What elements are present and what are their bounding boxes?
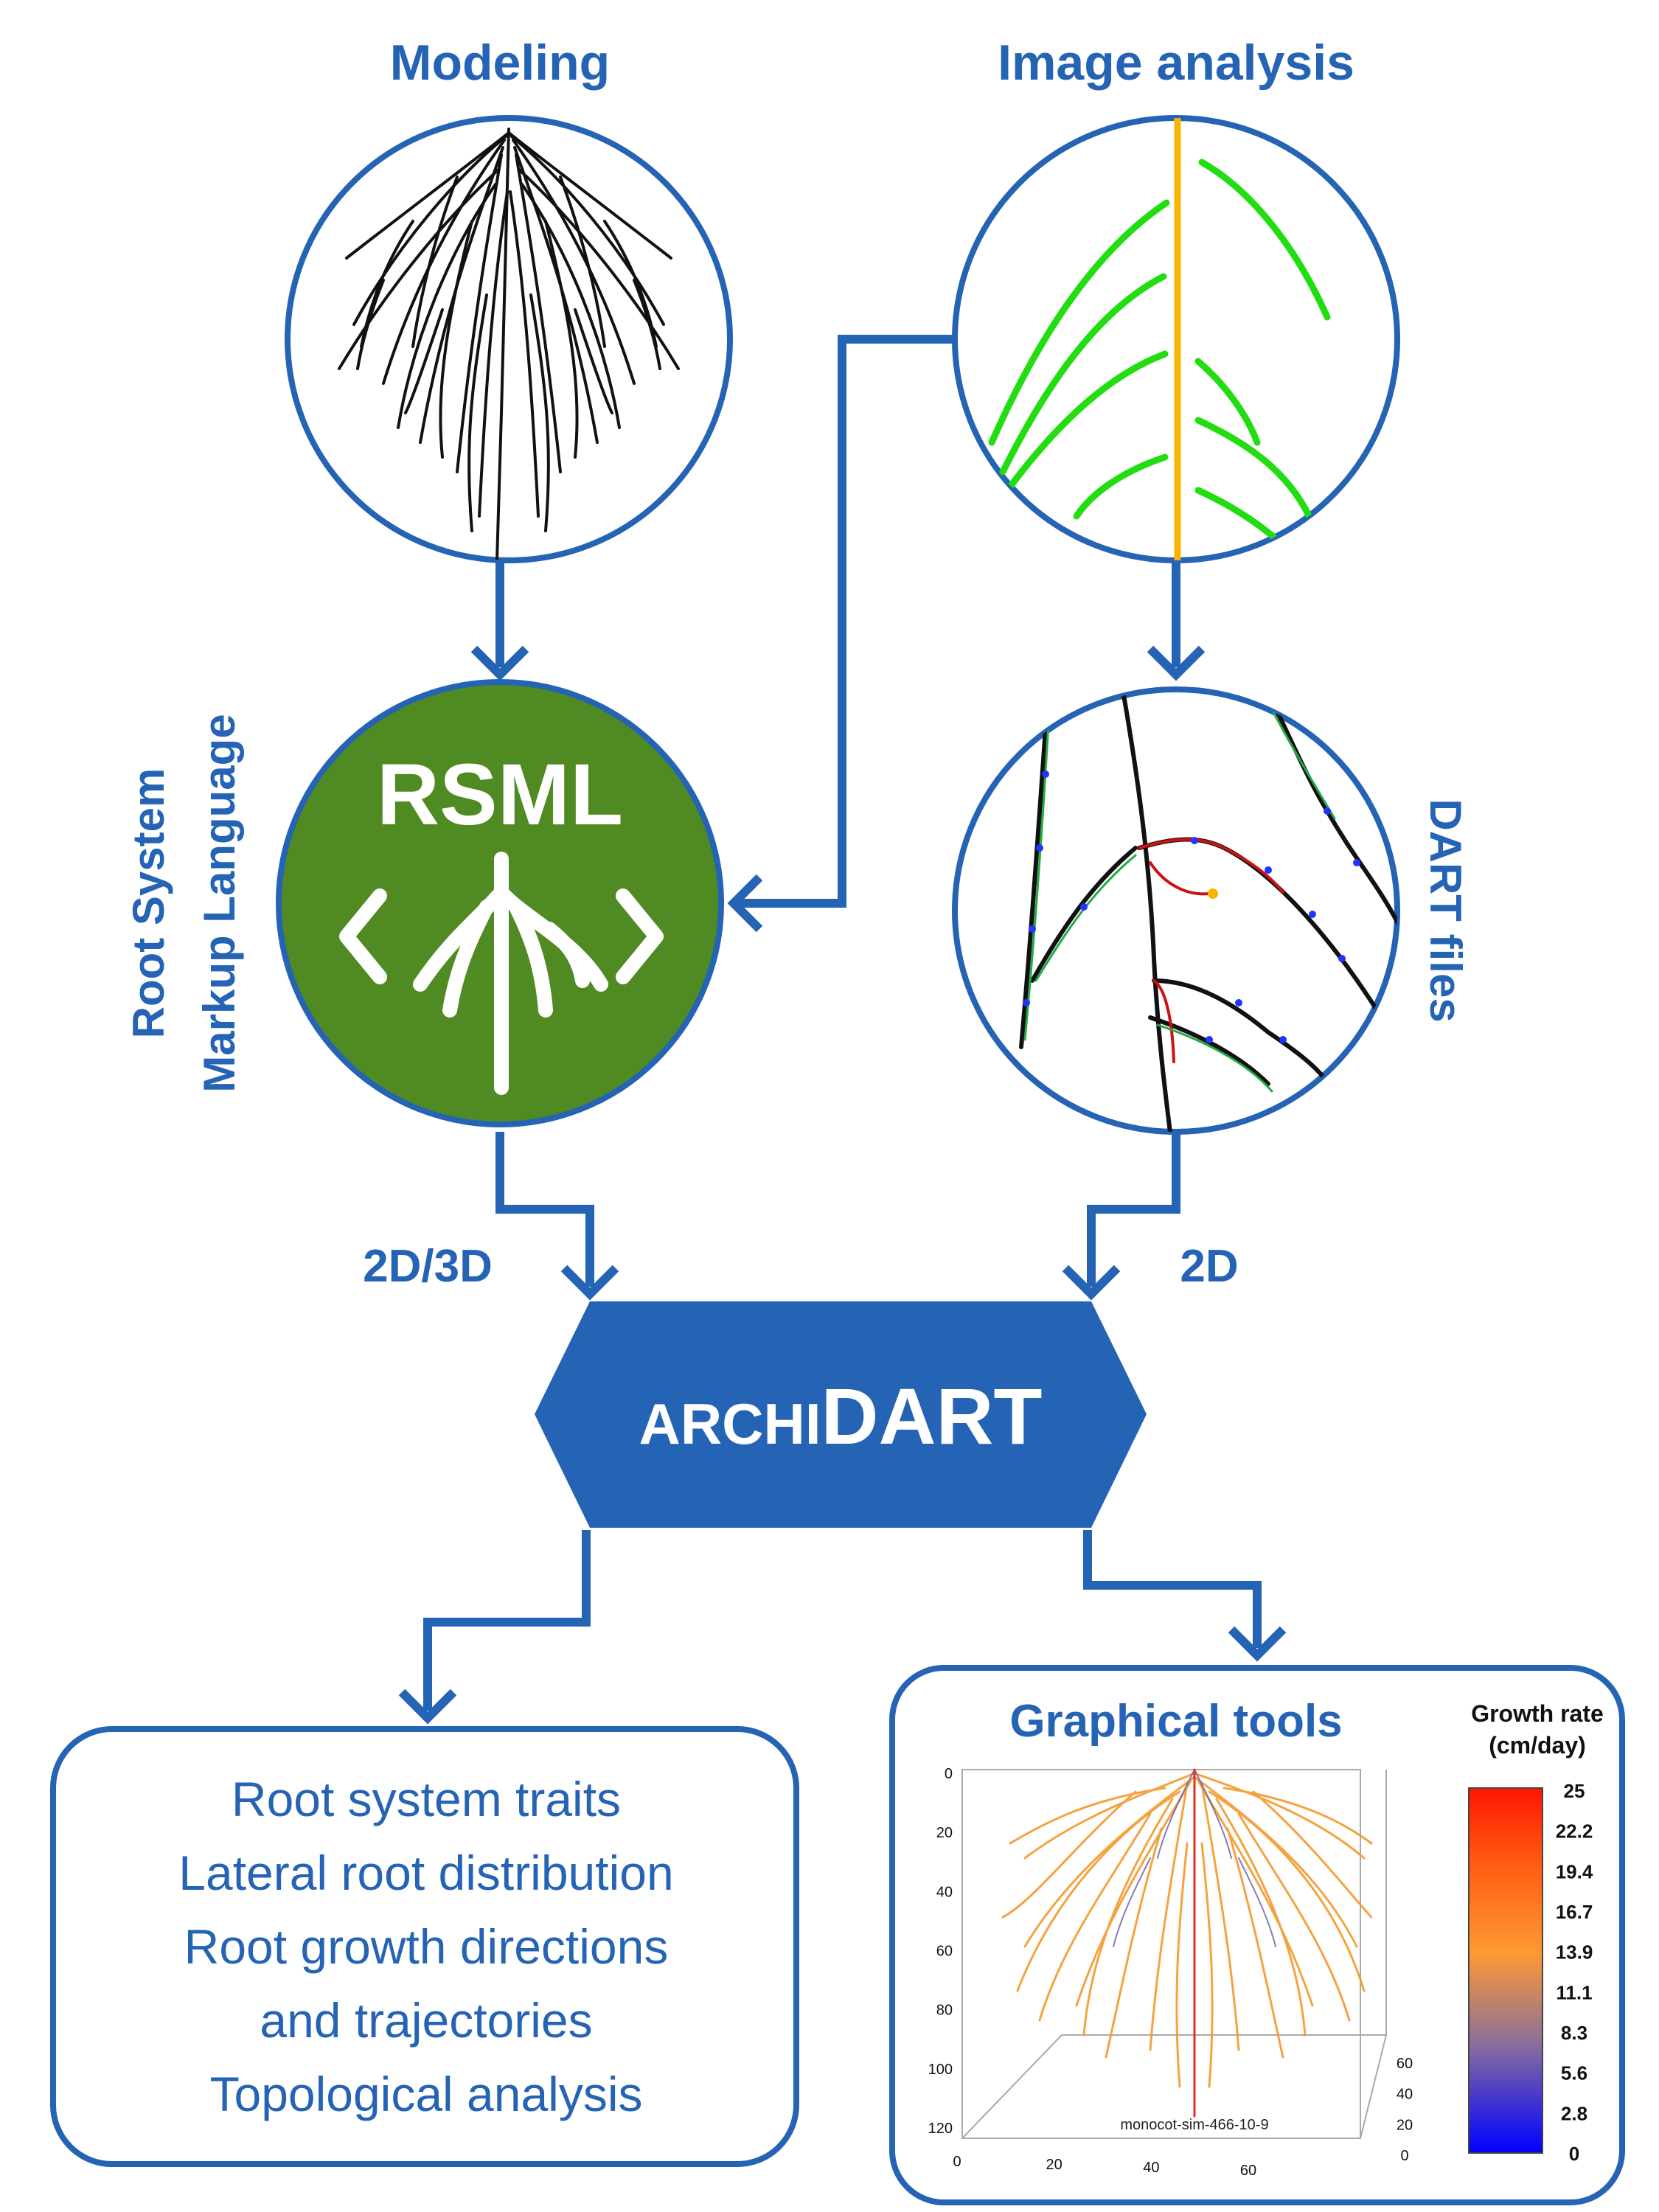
legend-tick-label: 11.1 (1556, 1981, 1592, 2003)
archidart-node: ARCHIDART (535, 1301, 1147, 1528)
x-tick-label: 0 (953, 2154, 961, 2170)
image-analysis-node (952, 115, 1400, 563)
z-tick-label: 40 (936, 1884, 953, 1900)
arrow-rsml-to-archidart (495, 1132, 594, 1287)
y-tick-label: 20 (1397, 2117, 1413, 2133)
image-analysis-title: Image analysis (998, 35, 1354, 91)
analysis-line-4: and trajectories (260, 1993, 592, 2048)
legend-tick-label: 8.3 (1561, 2022, 1587, 2044)
modeling-circle (285, 115, 733, 563)
legend-tick-label: 0 (1569, 2143, 1579, 2165)
modeling-title: Modeling (390, 35, 610, 91)
rsml-logo-text: RSML (377, 746, 623, 844)
graphical-tools-box: Graphical tools Growth rate (cm/day) 252… (889, 1665, 1625, 2205)
x-tick-label: 60 (1240, 2163, 1256, 2179)
analysis-line-5: Topological analysis (209, 2067, 642, 2121)
rsml-side-label-line1: Root System (124, 768, 173, 1039)
flow-label-2d: 2D (1180, 1241, 1238, 1292)
flow-label-2d3d: 2D/3D (363, 1241, 493, 1292)
archidart-label-large: DART (821, 1371, 1043, 1461)
dart-tip-marker (1208, 888, 1218, 899)
root-system-drawing (338, 128, 680, 560)
archidart-label: ARCHIDART (639, 1371, 1043, 1461)
x-axis-ticks: 0 20 40 60 (953, 2154, 1256, 2179)
z-tick-label: 0 (945, 1766, 953, 1782)
analysis-line-2: Lateral root distribution (178, 1846, 673, 1900)
y-tick-label: 0 (1400, 2148, 1408, 2164)
arrow-dart-to-archidart (1087, 1132, 1180, 1287)
analysis-line-1: Root system traits (232, 1772, 621, 1826)
arrowhead-modeling-to-rsml (470, 645, 529, 681)
arrow-archidart-to-graphics (1083, 1530, 1262, 1648)
legend-tick-label: 13.9 (1556, 1941, 1593, 1964)
y-tick-label: 60 (1397, 2056, 1413, 2072)
legend-tick-label: 2.8 (1561, 2102, 1587, 2124)
legend-tick-label: 19.4 (1556, 1860, 1593, 1882)
plot-label: monocot-sim-466-10-9 (1120, 2117, 1268, 2133)
rsml-root-icon (339, 852, 664, 1095)
arrowhead-dart-to-archidart (1062, 1265, 1121, 1301)
rsml-node: RSML (276, 679, 724, 1127)
graphical-tools-frame (889, 1665, 1625, 2205)
legend-tick-label: 5.6 (1561, 2062, 1587, 2084)
legend-tick-label: 25 (1564, 1780, 1585, 1802)
arrow-archidart-to-analysis (423, 1530, 591, 1711)
flow-connectors (398, 335, 1287, 1725)
analysis-box-frame (50, 1726, 799, 2167)
traced-root-image (988, 118, 1331, 560)
analysis-line-3: Root growth directions (184, 1919, 669, 1974)
z-tick-label: 60 (936, 1944, 953, 1960)
analysis-box: Root system traits Lateral root distribu… (50, 1726, 799, 2167)
dart-root-tracing (1019, 689, 1397, 1132)
dart-files-side-label: DART files (1421, 799, 1470, 1022)
rsml-side-label-line2: Markup Language (195, 714, 244, 1092)
growth-rate-colorbar (1468, 1787, 1543, 2154)
root-3d-plot (961, 1769, 1388, 2139)
dart-files-node (952, 686, 1400, 1135)
legend-title-line2: (cm/day) (1489, 1732, 1586, 1759)
archidart-hexagon (535, 1301, 1147, 1528)
y-axis-ticks: 0 20 40 60 (1397, 2056, 1413, 2164)
arrowhead-image-to-rsml (727, 874, 763, 933)
z-tick-label: 120 (928, 2121, 953, 2137)
y-tick-label: 40 (1397, 2087, 1413, 2103)
legend-ticks: 25 22.2 19.4 16.7 13.9 11.1 8.3 5.6 2.8 0 (1556, 1780, 1593, 2165)
arrowhead-archidart-to-graphics (1228, 1626, 1287, 1662)
archidart-label-small: ARCHI (639, 1391, 821, 1456)
z-tick-label: 100 (928, 2062, 953, 2078)
z-tick-label: 80 (936, 2003, 953, 2019)
arrowhead-image-to-dart (1147, 645, 1206, 681)
legend-tick-label: 22.2 (1556, 1820, 1593, 1843)
legend-tick-label: 16.7 (1556, 1901, 1593, 1923)
z-tick-label: 20 (936, 1825, 953, 1841)
graphical-tools-title: Graphical tools (1009, 1696, 1342, 1747)
arrow-image-to-rsml (739, 335, 956, 908)
arrowhead-archidart-to-analysis (398, 1688, 457, 1725)
legend-title-line1: Growth rate (1471, 1700, 1604, 1727)
arrowhead-rsml-to-archidart (560, 1265, 619, 1301)
simulated-root-system (1001, 1768, 1373, 2118)
z-axis-ticks: 0 20 40 60 80 100 120 (928, 1766, 953, 2137)
x-tick-label: 20 (1046, 2157, 1062, 2173)
modeling-node (285, 115, 733, 563)
x-tick-label: 40 (1143, 2160, 1159, 2176)
dart-files-circle (952, 686, 1400, 1135)
